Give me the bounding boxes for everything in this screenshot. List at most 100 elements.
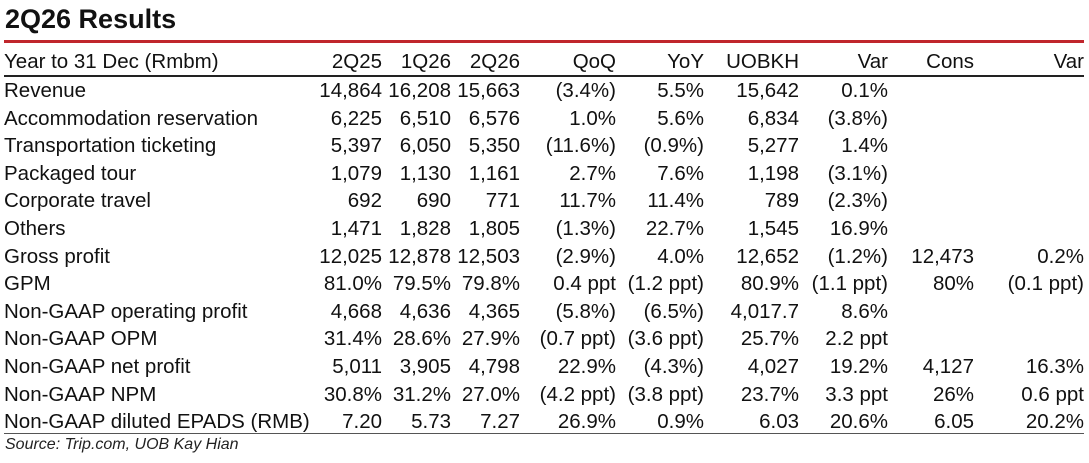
table-header: Year to 31 Dec (Rmbm) 2Q25 1Q26 2Q26 QoQ YoY U…: [4, 48, 1084, 77]
table-row: Others 1,471 1,828 1,805 (1.3%) 22.7% 1,545 16.…: [4, 215, 1084, 243]
row-label: Accommodation reservation: [4, 106, 259, 130]
table-bottom-rule: [4, 433, 1084, 434]
table-cell: 4,365: [468, 299, 520, 323]
table-row: GPM 81.0% 79.5% 79.8% 0.4 ppt (1.2 ppt) 80.9% (…: [4, 270, 1084, 298]
table-cell: (11.6%): [545, 134, 616, 158]
table-cell: 0.6 ppt: [1021, 382, 1084, 406]
table-cell: 27.9%: [461, 327, 520, 351]
table-cell: 1,130: [399, 161, 451, 185]
figure-title: 2Q26 Results: [5, 4, 177, 34]
table-cell: 11.7%: [559, 189, 616, 213]
results-table: Year to 31 Dec (Rmbm) 2Q25 1Q26 2Q26 QoQ YoY U…: [4, 48, 1084, 436]
table-cell: 1.0%: [569, 106, 616, 130]
column-header: Cons: [888, 48, 974, 77]
table-row: Corporate travel 692 690 771 11.7% 11.4% 789 (2…: [4, 187, 1084, 215]
table-cell: (1.2 ppt): [627, 272, 704, 296]
row-label: Packaged tour: [4, 161, 137, 185]
table-cell: (3.8 ppt): [627, 382, 704, 406]
table-cell: 3,905: [399, 354, 451, 378]
row-label: Non-GAAP operating profit: [4, 299, 248, 323]
table-cell: 4.0%: [657, 244, 704, 268]
table-cell: 6,576: [468, 106, 520, 130]
table-cell: (3.8%): [827, 106, 888, 130]
column-header: 2Q26: [451, 48, 520, 77]
row-label: Non-GAAP net profit: [4, 354, 191, 378]
table-cell: 6.05: [934, 410, 974, 434]
table-cell: 5.73: [411, 410, 451, 434]
table-cell: 6,225: [330, 106, 382, 130]
table-cell: (2.3%): [827, 189, 888, 213]
table-cell: (6.5%): [643, 299, 704, 323]
table-cell: 1.4%: [841, 134, 888, 158]
header-row: Year to 31 Dec (Rmbm) 2Q25 1Q26 2Q26 QoQ YoY U…: [4, 48, 1084, 77]
table-cell: 4,668: [330, 299, 382, 323]
column-header: QoQ: [520, 48, 616, 77]
table-cell: 6,050: [399, 134, 451, 158]
row-label: Non-GAAP NPM: [4, 382, 157, 406]
table-cell: 6,834: [747, 106, 799, 130]
table-cell: 19.2%: [829, 354, 888, 378]
table-cell: 16.3%: [1025, 354, 1084, 378]
table-cell: 4,017.7: [730, 299, 799, 323]
table-cell: 22.9%: [557, 354, 616, 378]
row-label: GPM: [4, 272, 51, 296]
table-cell: (3.6 ppt): [627, 327, 704, 351]
table-cell: 2.7%: [569, 161, 616, 185]
table-cell: (2.9%): [555, 244, 616, 268]
table-cell: 12,473: [911, 244, 974, 268]
table-cell: 79.8%: [461, 272, 520, 296]
column-header-label: Year to 31 Dec (Rmbm): [4, 48, 310, 77]
column-header: 1Q26: [382, 48, 451, 77]
table-cell: 12,503: [457, 244, 520, 268]
table-cell: 0.1%: [841, 79, 888, 102]
table-cell: 690: [416, 189, 451, 213]
table-cell: 1,161: [468, 161, 520, 185]
table-cell: (0.1 ppt): [1007, 272, 1084, 296]
table-cell: [888, 160, 974, 188]
table-cell: 4,798: [468, 354, 520, 378]
table-cell: 28.6%: [392, 327, 451, 351]
table-row: Transportation ticketing 5,397 6,050 5,350 (…: [4, 132, 1084, 160]
table-cell: 8.6%: [841, 299, 888, 323]
table-cell: 15,663: [457, 79, 520, 102]
row-label: Gross profit: [4, 244, 110, 268]
table-cell: 5,011: [332, 354, 382, 378]
table-cell: 789: [764, 189, 799, 213]
table-cell: (1.3%): [555, 216, 616, 240]
table-cell: [888, 76, 974, 105]
table-cell: 5,397: [330, 134, 382, 158]
table-cell: 30.8%: [323, 382, 382, 406]
table-cell: 25.7%: [740, 327, 799, 351]
table-cell: [888, 132, 974, 160]
table-cell: [974, 160, 1084, 188]
row-label: Others: [4, 216, 66, 240]
table-cell: (5.8%): [555, 299, 616, 323]
table-cell: 7.6%: [657, 161, 704, 185]
table-cell: 20.2%: [1025, 410, 1084, 434]
table-cell: (3.4%): [555, 79, 616, 102]
table-row: Non-GAAP NPM 30.8% 31.2% 27.0% (4.2 ppt) (3.8…: [4, 381, 1084, 409]
table-body: Revenue 14,864 16,208 15,663 (3.4%) 5.5% 15,64…: [4, 76, 1084, 436]
table-cell: [974, 105, 1084, 133]
table-cell: 5,350: [468, 134, 520, 158]
table-cell: 26%: [932, 382, 974, 406]
table-cell: 15,642: [736, 79, 799, 102]
table-cell: (0.7 ppt): [539, 327, 616, 351]
table-cell: 6.03: [759, 410, 799, 434]
table-row: Non-GAAP OPM 31.4% 28.6% 27.9% (0.7 ppt) (3.6…: [4, 325, 1084, 353]
source-note: Source: Trip.com, UOB Kay Hian: [5, 436, 239, 453]
table-cell: [888, 325, 974, 353]
table-cell: 1,545: [747, 216, 799, 240]
table-cell: 771: [485, 189, 520, 213]
row-label: Corporate travel: [4, 189, 151, 213]
table-cell: 4,636: [399, 299, 451, 323]
table-cell: 6,510: [399, 106, 451, 130]
table-cell: 1,471: [330, 216, 382, 240]
table-cell: (0.9%): [643, 134, 704, 158]
table-cell: 1,805: [468, 216, 520, 240]
table-cell: [974, 215, 1084, 243]
table-row: Revenue 14,864 16,208 15,663 (3.4%) 5.5% 15,64…: [4, 76, 1084, 105]
title-underline: [4, 40, 1084, 43]
table-cell: (1.1 ppt): [811, 272, 888, 296]
table-cell: [888, 105, 974, 133]
